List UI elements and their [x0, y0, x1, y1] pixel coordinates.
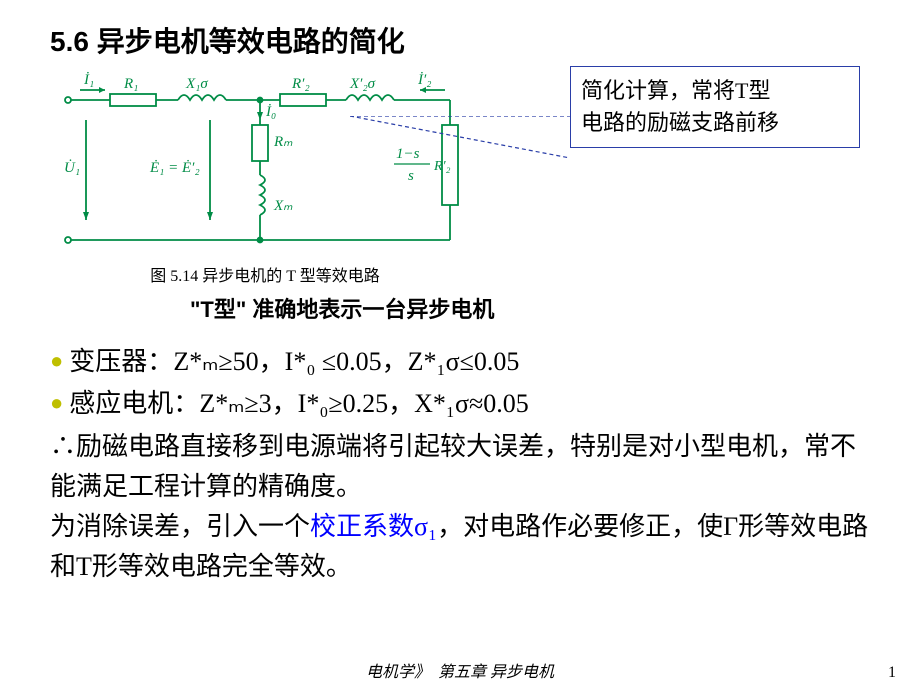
lbl-U1: U̇₁ [64, 160, 80, 176]
lbl-X2s: X′₂σ [349, 76, 376, 92]
para2a: 为消除误差，引入一个 [50, 512, 310, 541]
figure-caption: 图 5.14 异步电机的 T 型等效电路 [50, 262, 480, 286]
callout-line1: 简化计算，常将T型 [581, 75, 849, 107]
callout-line2: 电路的励磁支路前移 [581, 107, 849, 139]
section-title: 5.6 异步电机等效电路的简化 [50, 20, 870, 60]
page-number: 1 [888, 664, 896, 682]
bullet-icon: ● [50, 350, 63, 372]
lbl-Xm: Xₘ [273, 198, 293, 214]
line2-rest: Z*ₘ≥3，I*₀≥0.25，X*₁σ≈0.05 [199, 389, 528, 418]
lbl-load-top: 1−s [396, 146, 420, 162]
paragraph-2: 为消除误差，引入一个校正系数σ₁，对电路作必要修正，使Γ形等效电路和T形等效电路… [50, 507, 870, 588]
lbl-X1s: X₁σ [185, 76, 208, 92]
callout-box: 简化计算，常将T型 电路的励磁支路前移 [570, 66, 860, 148]
lbl-load-bot: s [408, 168, 414, 184]
t-type-note: "T型" 准确地表示一台异步电机 [190, 292, 870, 324]
line1-label: 变压器： [69, 347, 173, 376]
lbl-E1: Ė₁ = Ė′₂ [149, 160, 200, 176]
footer-text: 电机学》 第五章 异步电机 [0, 658, 920, 682]
lbl-I2p: İ′₂ [417, 72, 432, 88]
line2-label: 感应电机： [69, 389, 199, 418]
lbl-Rm: Rₘ [273, 134, 293, 150]
bullet-icon: ● [50, 392, 63, 414]
lbl-I1: İ₁ [83, 72, 94, 88]
lbl-I0: İ₀ [265, 104, 276, 120]
lbl-R2p: R′₂ [291, 76, 310, 92]
lbl-R1: R₁ [123, 76, 138, 92]
circuit-diagram: İ₁ R₁ X₁σ R′₂ X′₂σ İ′₂ U̇₁ Ė₁ = Ė′₂ İ₀ R… [50, 70, 480, 286]
line1-rest: Z*ₘ≥50，I*₀ ≤0.05，Z*₁σ≤0.05 [173, 347, 519, 376]
body-content: ● 变压器：Z*ₘ≥50，I*₀ ≤0.05，Z*₁σ≤0.05 ● 感应电机：… [50, 342, 870, 588]
paragraph-1: ∴励磁电路直接移到电源端将引起较大误差，特别是对小型电机，常不能满足工程计算的精… [50, 427, 870, 508]
lbl-load-r: R′₂ [433, 159, 451, 174]
correction-factor: 校正系数σ₁ [310, 512, 437, 541]
